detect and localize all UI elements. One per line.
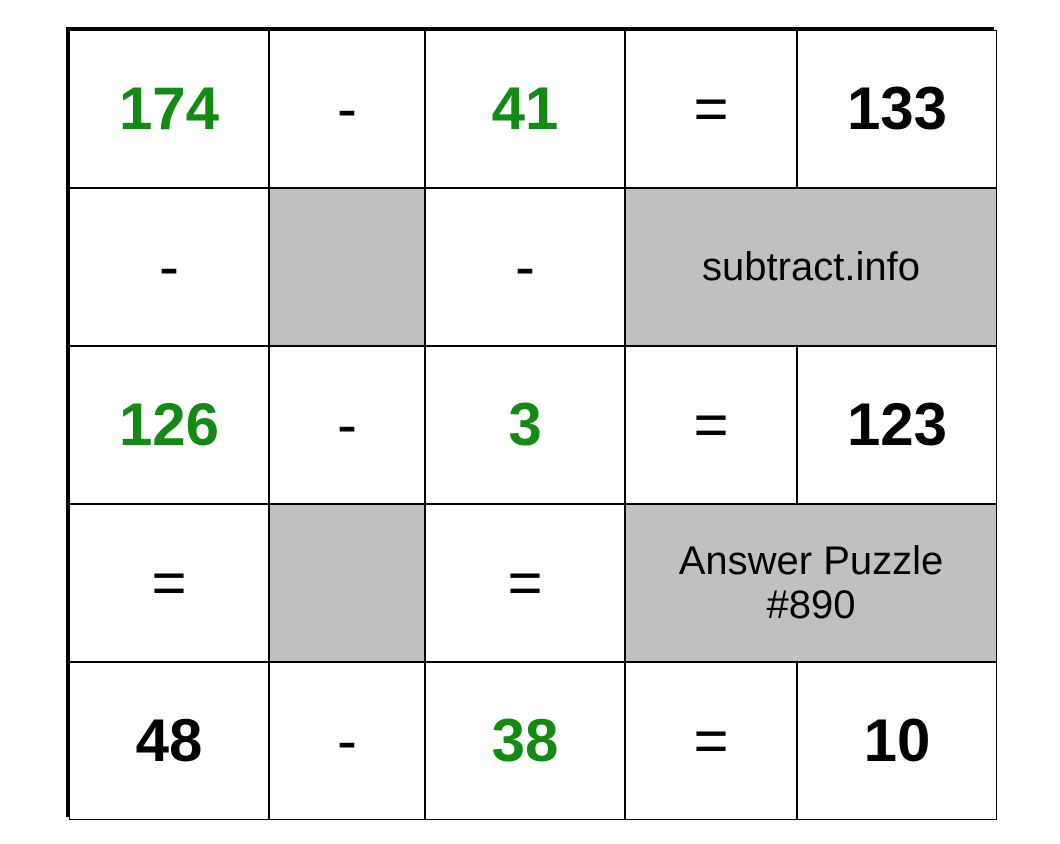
number-cell: 126 xyxy=(69,346,269,504)
operator-cell: - xyxy=(425,188,625,346)
number-cell: 41 xyxy=(425,30,625,188)
number-cell: 38 xyxy=(425,662,625,820)
number-cell: 123 xyxy=(797,346,997,504)
operator-cell: - xyxy=(269,662,425,820)
operator-cell: = xyxy=(625,662,797,820)
number-cell: 3 xyxy=(425,346,625,504)
blank-cell xyxy=(269,504,425,662)
operator-cell: = xyxy=(425,504,625,662)
operator-cell: - xyxy=(69,188,269,346)
puzzle-grid: 174-41=133--subtract.info126-3=123==Answ… xyxy=(66,27,994,817)
number-cell: 10 xyxy=(797,662,997,820)
number-cell: 48 xyxy=(69,662,269,820)
number-cell: 174 xyxy=(69,30,269,188)
blank-cell xyxy=(269,188,425,346)
number-cell: 133 xyxy=(797,30,997,188)
operator-cell: = xyxy=(69,504,269,662)
operator-cell: - xyxy=(269,346,425,504)
label-cell: subtract.info xyxy=(625,188,997,346)
operator-cell: = xyxy=(625,346,797,504)
operator-cell: = xyxy=(625,30,797,188)
operator-cell: - xyxy=(269,30,425,188)
label-cell: Answer Puzzle #890 xyxy=(625,504,997,662)
